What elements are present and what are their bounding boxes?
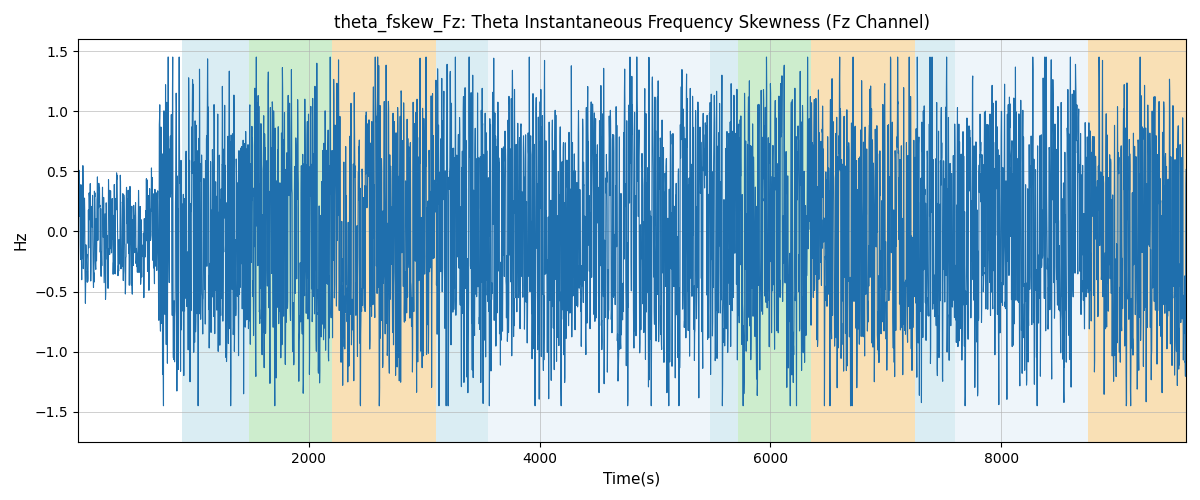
Bar <box>811 39 914 442</box>
Title: theta_fskew_Fz: Theta Instantaneous Frequency Skewness (Fz Channel): theta_fskew_Fz: Theta Instantaneous Freq… <box>334 14 930 32</box>
Bar <box>331 39 436 442</box>
Bar <box>181 39 248 442</box>
Bar <box>955 39 1088 442</box>
Y-axis label: Hz: Hz <box>14 230 29 250</box>
Bar <box>487 39 710 442</box>
Bar <box>738 39 811 442</box>
Bar <box>710 39 738 442</box>
Bar <box>436 39 487 442</box>
Bar <box>248 39 331 442</box>
Bar <box>1088 39 1186 442</box>
X-axis label: Time(s): Time(s) <box>604 471 660 486</box>
Bar <box>914 39 955 442</box>
